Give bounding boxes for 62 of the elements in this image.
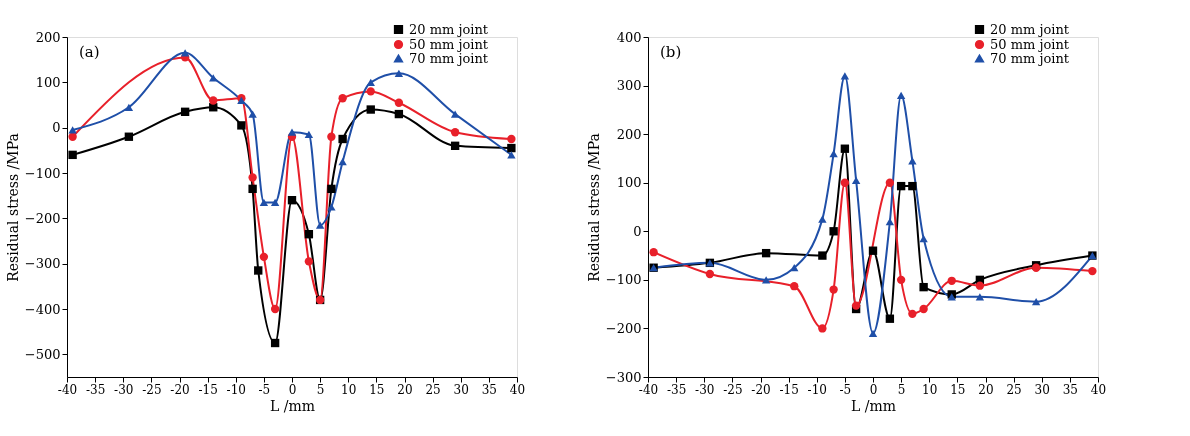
y-tick-label: 100 xyxy=(35,74,61,90)
y-tick-label: 0 xyxy=(52,120,61,136)
x-tick-label: 0 xyxy=(869,382,878,397)
y-tick-label: 0 xyxy=(633,223,642,239)
x-tick-label: -30 xyxy=(695,382,715,397)
y-tick-label: −100 xyxy=(24,165,61,181)
x-tick-label: -40 xyxy=(638,382,659,397)
legend-label: 50 mm joint xyxy=(990,36,1070,52)
legend-label: 50 mm joint xyxy=(409,36,489,52)
x-tick-label: -35 xyxy=(666,382,687,397)
annotation: (b) xyxy=(660,43,682,61)
x-tick-label: -40 xyxy=(57,382,78,397)
y-tick-label: −400 xyxy=(24,301,61,317)
x-tick-label: 0 xyxy=(288,382,297,397)
y-tick-label: 400 xyxy=(616,29,642,45)
x-tick-label: -10 xyxy=(807,382,827,397)
x-tick-label: -30 xyxy=(114,382,134,397)
x-tick-label: 5 xyxy=(316,382,325,397)
y-axis-title: Residual stress /MPa xyxy=(585,133,602,282)
x-axis-title: L /mm xyxy=(850,397,897,414)
y-tick-label: −300 xyxy=(24,256,61,272)
x-tick-label: 35 xyxy=(481,382,498,397)
legend-label: 20 mm joint xyxy=(990,21,1070,37)
legend-label: 70 mm joint xyxy=(990,50,1070,66)
y-tick-label: −200 xyxy=(24,210,61,226)
y-tick-label: −300 xyxy=(605,369,642,385)
legend-label: 70 mm joint xyxy=(409,50,489,66)
x-tick-label: 40 xyxy=(1090,382,1107,397)
x-tick-label: 10 xyxy=(922,382,938,397)
x-tick-label: 30 xyxy=(453,382,469,397)
x-tick-label: 40 xyxy=(509,382,526,397)
x-tick-label: 10 xyxy=(341,382,357,397)
x-tick-label: -10 xyxy=(226,382,246,397)
y-tick-label: 200 xyxy=(35,29,61,45)
x-tick-label: 25 xyxy=(425,382,441,397)
x-tick-label: 20 xyxy=(978,382,994,397)
x-tick-label: 35 xyxy=(1062,382,1079,397)
y-tick-label: 100 xyxy=(616,175,642,191)
x-tick-label: -25 xyxy=(142,382,162,397)
x-tick-label: -5 xyxy=(258,382,271,397)
x-tick-label: -20 xyxy=(751,382,771,397)
x-tick-label: -15 xyxy=(779,382,799,397)
x-tick-label: 25 xyxy=(1006,382,1022,397)
x-axis-title: L /mm xyxy=(269,397,316,414)
y-tick-label: 300 xyxy=(616,78,642,94)
x-tick-label: -35 xyxy=(85,382,106,397)
x-tick-label: 30 xyxy=(1034,382,1050,397)
x-tick-label: -5 xyxy=(839,382,852,397)
annotation: (a) xyxy=(79,43,100,61)
y-tick-label: −100 xyxy=(605,272,642,288)
x-tick-label: 15 xyxy=(369,382,385,397)
x-tick-label: 20 xyxy=(397,382,413,397)
x-tick-label: 5 xyxy=(897,382,906,397)
x-tick-label: -25 xyxy=(723,382,743,397)
y-axis-title: Residual stress /MPa xyxy=(4,133,21,282)
legend-label: 20 mm joint xyxy=(409,21,489,37)
y-tick-label: −500 xyxy=(24,346,61,362)
x-tick-label: -20 xyxy=(170,382,190,397)
x-tick-label: 15 xyxy=(950,382,966,397)
y-tick-label: −200 xyxy=(605,320,642,336)
x-tick-label: -15 xyxy=(198,382,218,397)
y-tick-label: 200 xyxy=(616,126,642,142)
